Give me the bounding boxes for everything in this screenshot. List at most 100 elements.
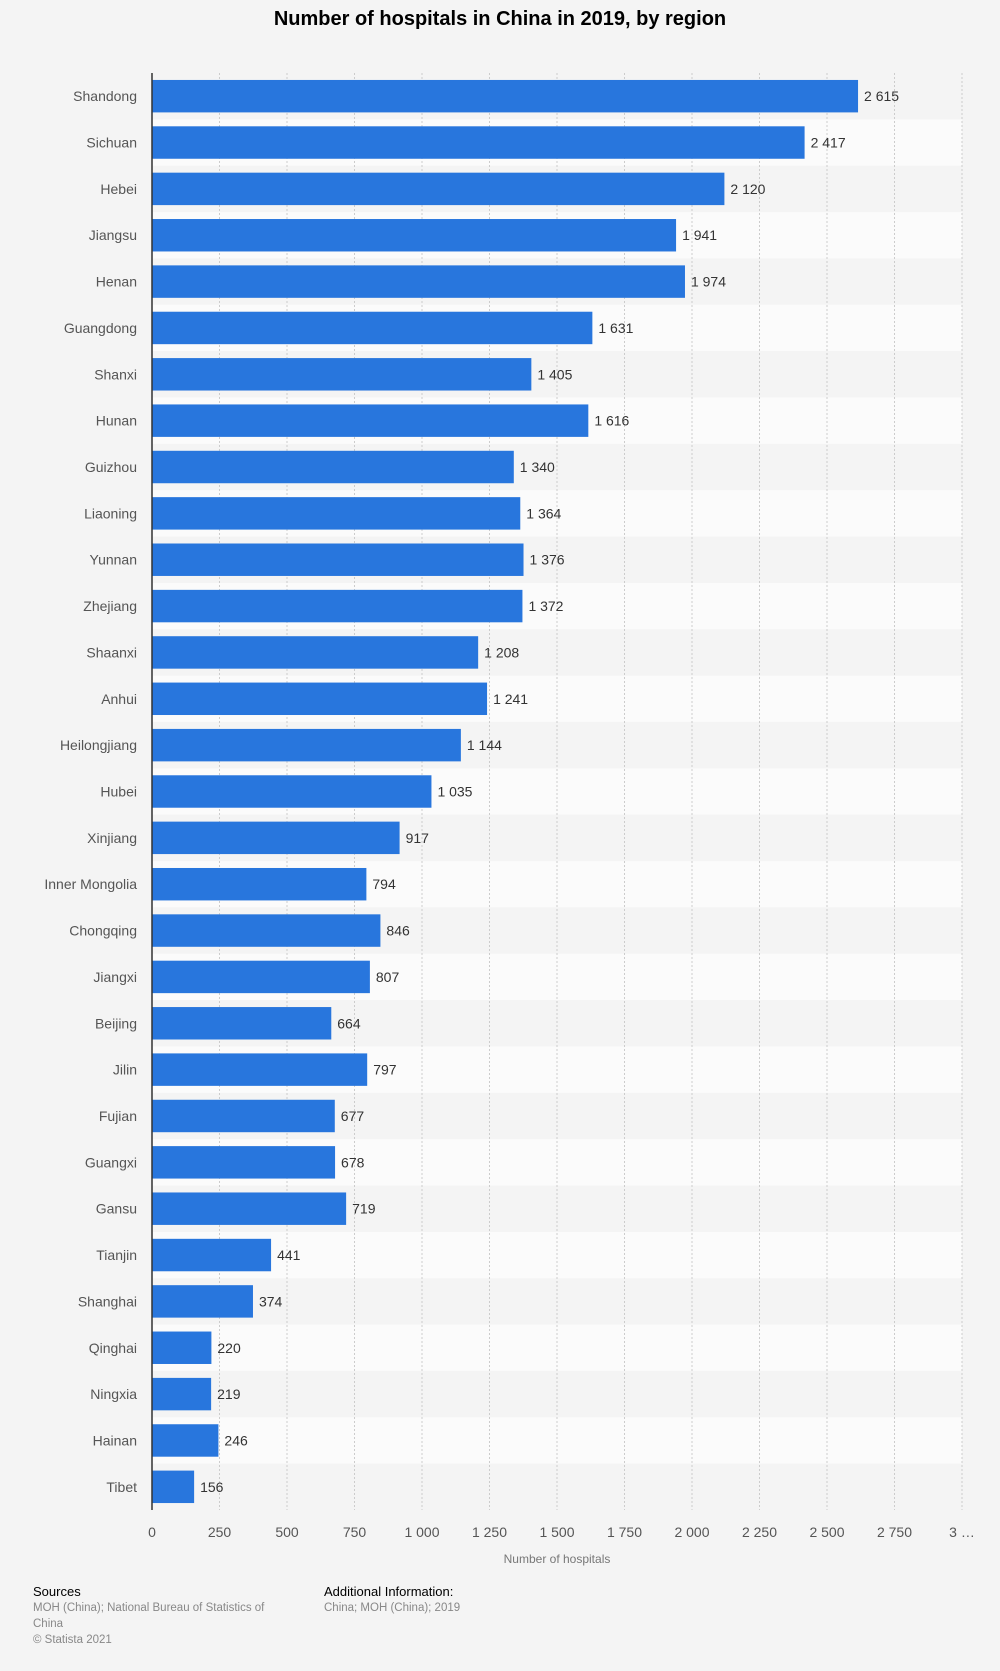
category-label: Sichuan [86, 135, 137, 151]
x-tick-label: 2 250 [742, 1524, 777, 1540]
bar [152, 775, 432, 808]
value-label: 1 974 [691, 274, 726, 290]
category-label: Hunan [96, 413, 137, 429]
bar [152, 1053, 368, 1086]
x-tick-label: 2 000 [674, 1524, 709, 1540]
bar [152, 172, 725, 206]
category-label: Jiangxi [93, 969, 137, 985]
value-label: 1 631 [598, 320, 633, 336]
category-label: Inner Mongolia [44, 876, 137, 892]
bar [152, 450, 514, 484]
value-label: 1 376 [530, 552, 565, 568]
category-label: Shanghai [78, 1293, 137, 1309]
bar [152, 1192, 347, 1225]
value-label: 374 [259, 1293, 283, 1309]
value-label: 441 [277, 1247, 301, 1263]
bar [152, 914, 381, 947]
row-stripe [152, 1324, 962, 1371]
category-label: Gansu [96, 1201, 137, 1217]
category-label: Heilongjiang [60, 737, 137, 753]
bar [152, 1424, 219, 1457]
bar [152, 1146, 336, 1179]
chart-title: Number of hospitals in China in 2019, by… [273, 8, 727, 30]
additional-info-block: Additional Information: China; MOH (Chin… [324, 1584, 460, 1616]
category-label: Xinjiang [87, 830, 137, 846]
bar [152, 1238, 272, 1272]
category-label: Hebei [100, 181, 137, 197]
bar [152, 79, 859, 113]
x-tick-label: 500 [275, 1524, 299, 1540]
value-label: 1 364 [526, 505, 561, 521]
bar [152, 219, 677, 252]
bar [152, 1007, 332, 1040]
value-label: 1 241 [493, 691, 528, 707]
bar [152, 126, 805, 159]
category-label: Hainan [93, 1432, 137, 1448]
category-label: Guizhou [85, 459, 137, 475]
value-label: 1 208 [484, 644, 519, 660]
bar [152, 821, 400, 855]
bar [152, 311, 593, 345]
category-label: Shandong [73, 88, 137, 104]
bar [152, 543, 524, 576]
bar [152, 1099, 335, 1133]
x-tick-label: 2 500 [809, 1524, 844, 1540]
category-label: Henan [96, 274, 137, 290]
x-tick-label: 3 … [949, 1524, 975, 1540]
category-label: Jilin [113, 1062, 137, 1078]
x-tick-label: 1 250 [472, 1524, 507, 1540]
value-label: 1 144 [467, 737, 502, 753]
category-label: Hubei [100, 784, 137, 800]
x-tick-label: 1 750 [607, 1524, 642, 1540]
copyright: © Statista 2021 [33, 1634, 112, 1646]
bar [152, 265, 685, 298]
x-tick-label: 750 [343, 1524, 367, 1540]
x-tick-label: 1 000 [404, 1524, 439, 1540]
category-label: Liaoning [84, 505, 137, 521]
x-tick-label: 250 [208, 1524, 232, 1540]
value-label: 2 120 [730, 181, 765, 197]
category-label: Jiangsu [89, 227, 137, 243]
additional-info-text: China; MOH (China); 2019 [324, 1602, 461, 1614]
value-label: 677 [341, 1108, 365, 1124]
bar [152, 1470, 195, 1504]
category-label: Ningxia [90, 1386, 137, 1402]
sources-line-1: MOH (China); National Bureau of Statisti… [33, 1602, 265, 1614]
bar [152, 728, 461, 762]
value-label: 1 616 [594, 413, 629, 429]
value-label: 807 [376, 969, 400, 985]
bar [152, 1331, 212, 1364]
bar [152, 589, 523, 623]
bar [152, 867, 367, 901]
bar [152, 358, 532, 391]
value-label: 2 615 [864, 88, 899, 104]
value-label: 246 [224, 1432, 248, 1448]
category-label: Chongqing [69, 923, 137, 939]
bar [152, 682, 488, 716]
category-label: Tibet [106, 1479, 137, 1495]
category-label: Fujian [99, 1108, 137, 1124]
value-label: 1 340 [520, 459, 555, 475]
category-label: Shanxi [94, 366, 137, 382]
value-label: 1 405 [537, 366, 572, 382]
value-label: 794 [372, 876, 396, 892]
x-tick-label: 0 [148, 1524, 156, 1540]
bar-chart: Shandong 2 615 Sichuan 2 417 Hebei 2 120 Jiang… [44, 73, 975, 1566]
category-label: Zhejiang [83, 598, 137, 614]
category-label: Yunnan [90, 552, 138, 568]
value-label: 219 [217, 1386, 241, 1402]
category-label: Guangdong [64, 320, 137, 336]
value-label: 678 [341, 1154, 365, 1170]
bar [152, 404, 589, 437]
value-label: 1 035 [437, 784, 472, 800]
category-label: Qinghai [89, 1340, 137, 1356]
bar [152, 1285, 253, 1318]
value-label: 156 [200, 1479, 224, 1495]
value-label: 1 941 [682, 227, 717, 243]
value-label: 797 [373, 1062, 397, 1078]
additional-info-heading: Additional Information: [324, 1584, 454, 1599]
value-label: 846 [386, 923, 410, 939]
bar [152, 1377, 212, 1411]
category-label: Guangxi [85, 1154, 137, 1170]
row-stripe [152, 1417, 962, 1464]
